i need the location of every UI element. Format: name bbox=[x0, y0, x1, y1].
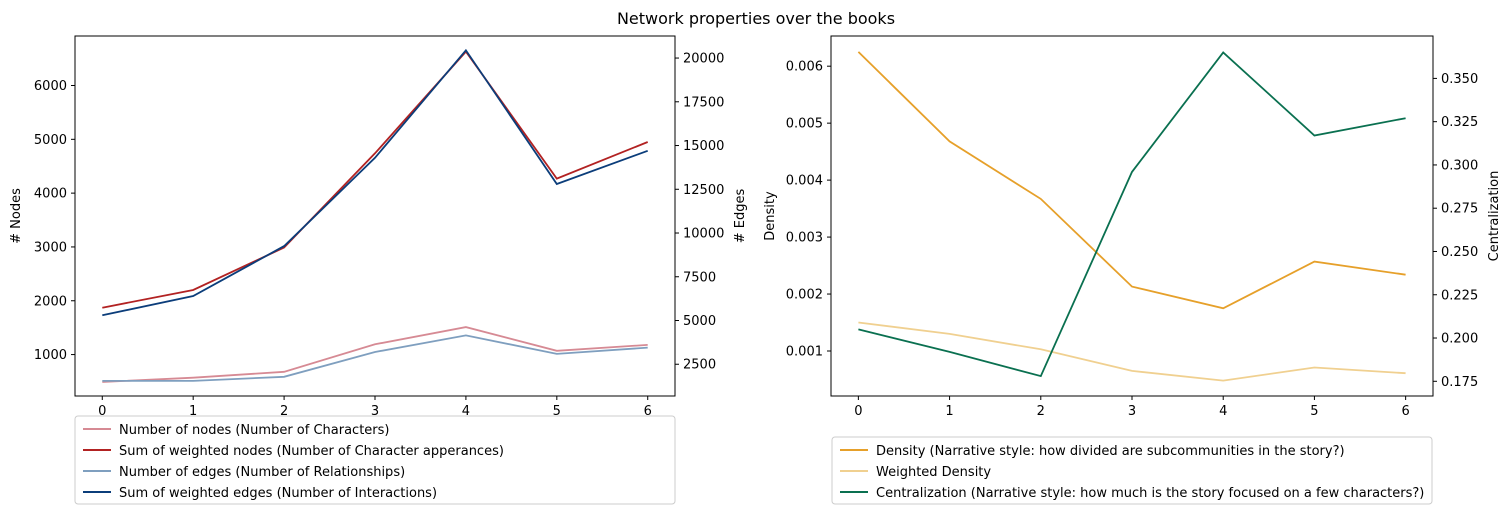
chart-right: 0 1 2 3 4 5 6 0.001 0.002 0.003 0.004 0.005 0.006 0.1… bbox=[763, 35, 1502, 505]
left-y-tick-label: 6000 bbox=[34, 79, 67, 94]
left-y-tick-label: 3000 bbox=[34, 240, 67, 255]
x-tick-label: 6 bbox=[1401, 404, 1409, 419]
legend-box bbox=[831, 436, 1433, 505]
legend-label-2: Number of edges (Number of Relationships… bbox=[119, 465, 405, 480]
series-line-3 bbox=[102, 48, 649, 317]
right-y-tick-label: 17500 bbox=[683, 95, 724, 110]
left-y-tick-label: 4000 bbox=[34, 187, 67, 202]
right-y-tick-label: 0.300 bbox=[1441, 158, 1478, 173]
right-y-tick-label: 10000 bbox=[683, 227, 724, 242]
x-tick-label: 0 bbox=[98, 404, 106, 419]
x-tick-label: 0 bbox=[854, 404, 862, 419]
right-y-tick-label: 20000 bbox=[683, 52, 724, 67]
left-y-axis-label: # Nodes bbox=[9, 188, 24, 244]
left-y-tick-label: 0.004 bbox=[786, 174, 823, 189]
plot-frame bbox=[74, 35, 676, 397]
series-line-0 bbox=[102, 326, 648, 383]
legend-label-0: Density (Narrative style: how divided ar… bbox=[876, 444, 1345, 459]
series-line-1 bbox=[858, 321, 1406, 382]
x-tick-label: 3 bbox=[1128, 404, 1136, 419]
x-tick-label: 3 bbox=[371, 404, 379, 419]
left-y-tick-label: 0.005 bbox=[786, 117, 823, 132]
legend-label-1: Weighted Density bbox=[876, 465, 991, 480]
x-tick-label: 4 bbox=[462, 404, 470, 419]
left-y-tick-label: 0.006 bbox=[786, 60, 823, 75]
right-y-tick-label: 12500 bbox=[683, 183, 724, 198]
right-y-tick-label: 0.325 bbox=[1441, 115, 1478, 130]
x-tick-label: 2 bbox=[1037, 404, 1045, 419]
left-y-tick-label: 0.003 bbox=[786, 231, 823, 246]
legend-label-3: Sum of weighted edges (Number of Interac… bbox=[119, 486, 437, 501]
right-y-tick-label: 0.250 bbox=[1441, 245, 1478, 260]
x-tick-label: 1 bbox=[945, 404, 953, 419]
series-line-1 bbox=[102, 50, 649, 309]
left-y-tick-label: 2000 bbox=[34, 294, 67, 309]
legend-label-0: Number of nodes (Number of Characters) bbox=[119, 423, 389, 438]
right-y-tick-label: 0.275 bbox=[1441, 202, 1478, 217]
x-tick-label: 5 bbox=[553, 404, 561, 419]
right-y-axis-label: # Edges bbox=[733, 189, 748, 244]
left-y-tick-label: 5000 bbox=[34, 133, 67, 148]
left-y-axis-label: Density bbox=[763, 191, 778, 241]
right-y-axis-label: Centralization bbox=[1487, 171, 1502, 262]
legend-box bbox=[74, 415, 676, 505]
x-tick-label: 6 bbox=[644, 404, 652, 419]
legend-label-1: Sum of weighted nodes (Number of Charact… bbox=[119, 444, 504, 459]
series-line-2 bbox=[858, 51, 1406, 378]
right-y-tick-label: 0.175 bbox=[1441, 375, 1478, 390]
plot-frame bbox=[830, 35, 1434, 397]
x-tick-label: 2 bbox=[280, 404, 288, 419]
x-tick-label: 5 bbox=[1310, 404, 1318, 419]
right-y-tick-label: 15000 bbox=[683, 139, 724, 154]
right-y-tick-label: 0.200 bbox=[1441, 332, 1478, 347]
series-line-0 bbox=[857, 51, 1406, 310]
figure-title: Network properties over the books bbox=[617, 9, 895, 28]
right-y-tick-label: 0.350 bbox=[1441, 72, 1478, 87]
left-y-tick-label: 0.001 bbox=[786, 345, 823, 360]
right-y-tick-label: 5000 bbox=[683, 314, 716, 329]
chart-left: 0 1 2 3 4 5 6 1000 2000 3000 4000 5000 6000 2500 5000 7… bbox=[9, 35, 748, 505]
right-y-tick-label: 2500 bbox=[683, 358, 716, 373]
right-y-tick-label: 0.225 bbox=[1441, 288, 1478, 303]
series-line-2 bbox=[102, 334, 648, 382]
legend-label-2: Centralization (Narrative style: how muc… bbox=[876, 486, 1424, 501]
left-y-tick-label: 0.002 bbox=[786, 288, 823, 303]
left-y-tick-label: 1000 bbox=[34, 348, 67, 363]
x-tick-label: 4 bbox=[1219, 404, 1227, 419]
x-tick-label: 1 bbox=[189, 404, 197, 419]
right-y-tick-label: 7500 bbox=[683, 270, 716, 285]
